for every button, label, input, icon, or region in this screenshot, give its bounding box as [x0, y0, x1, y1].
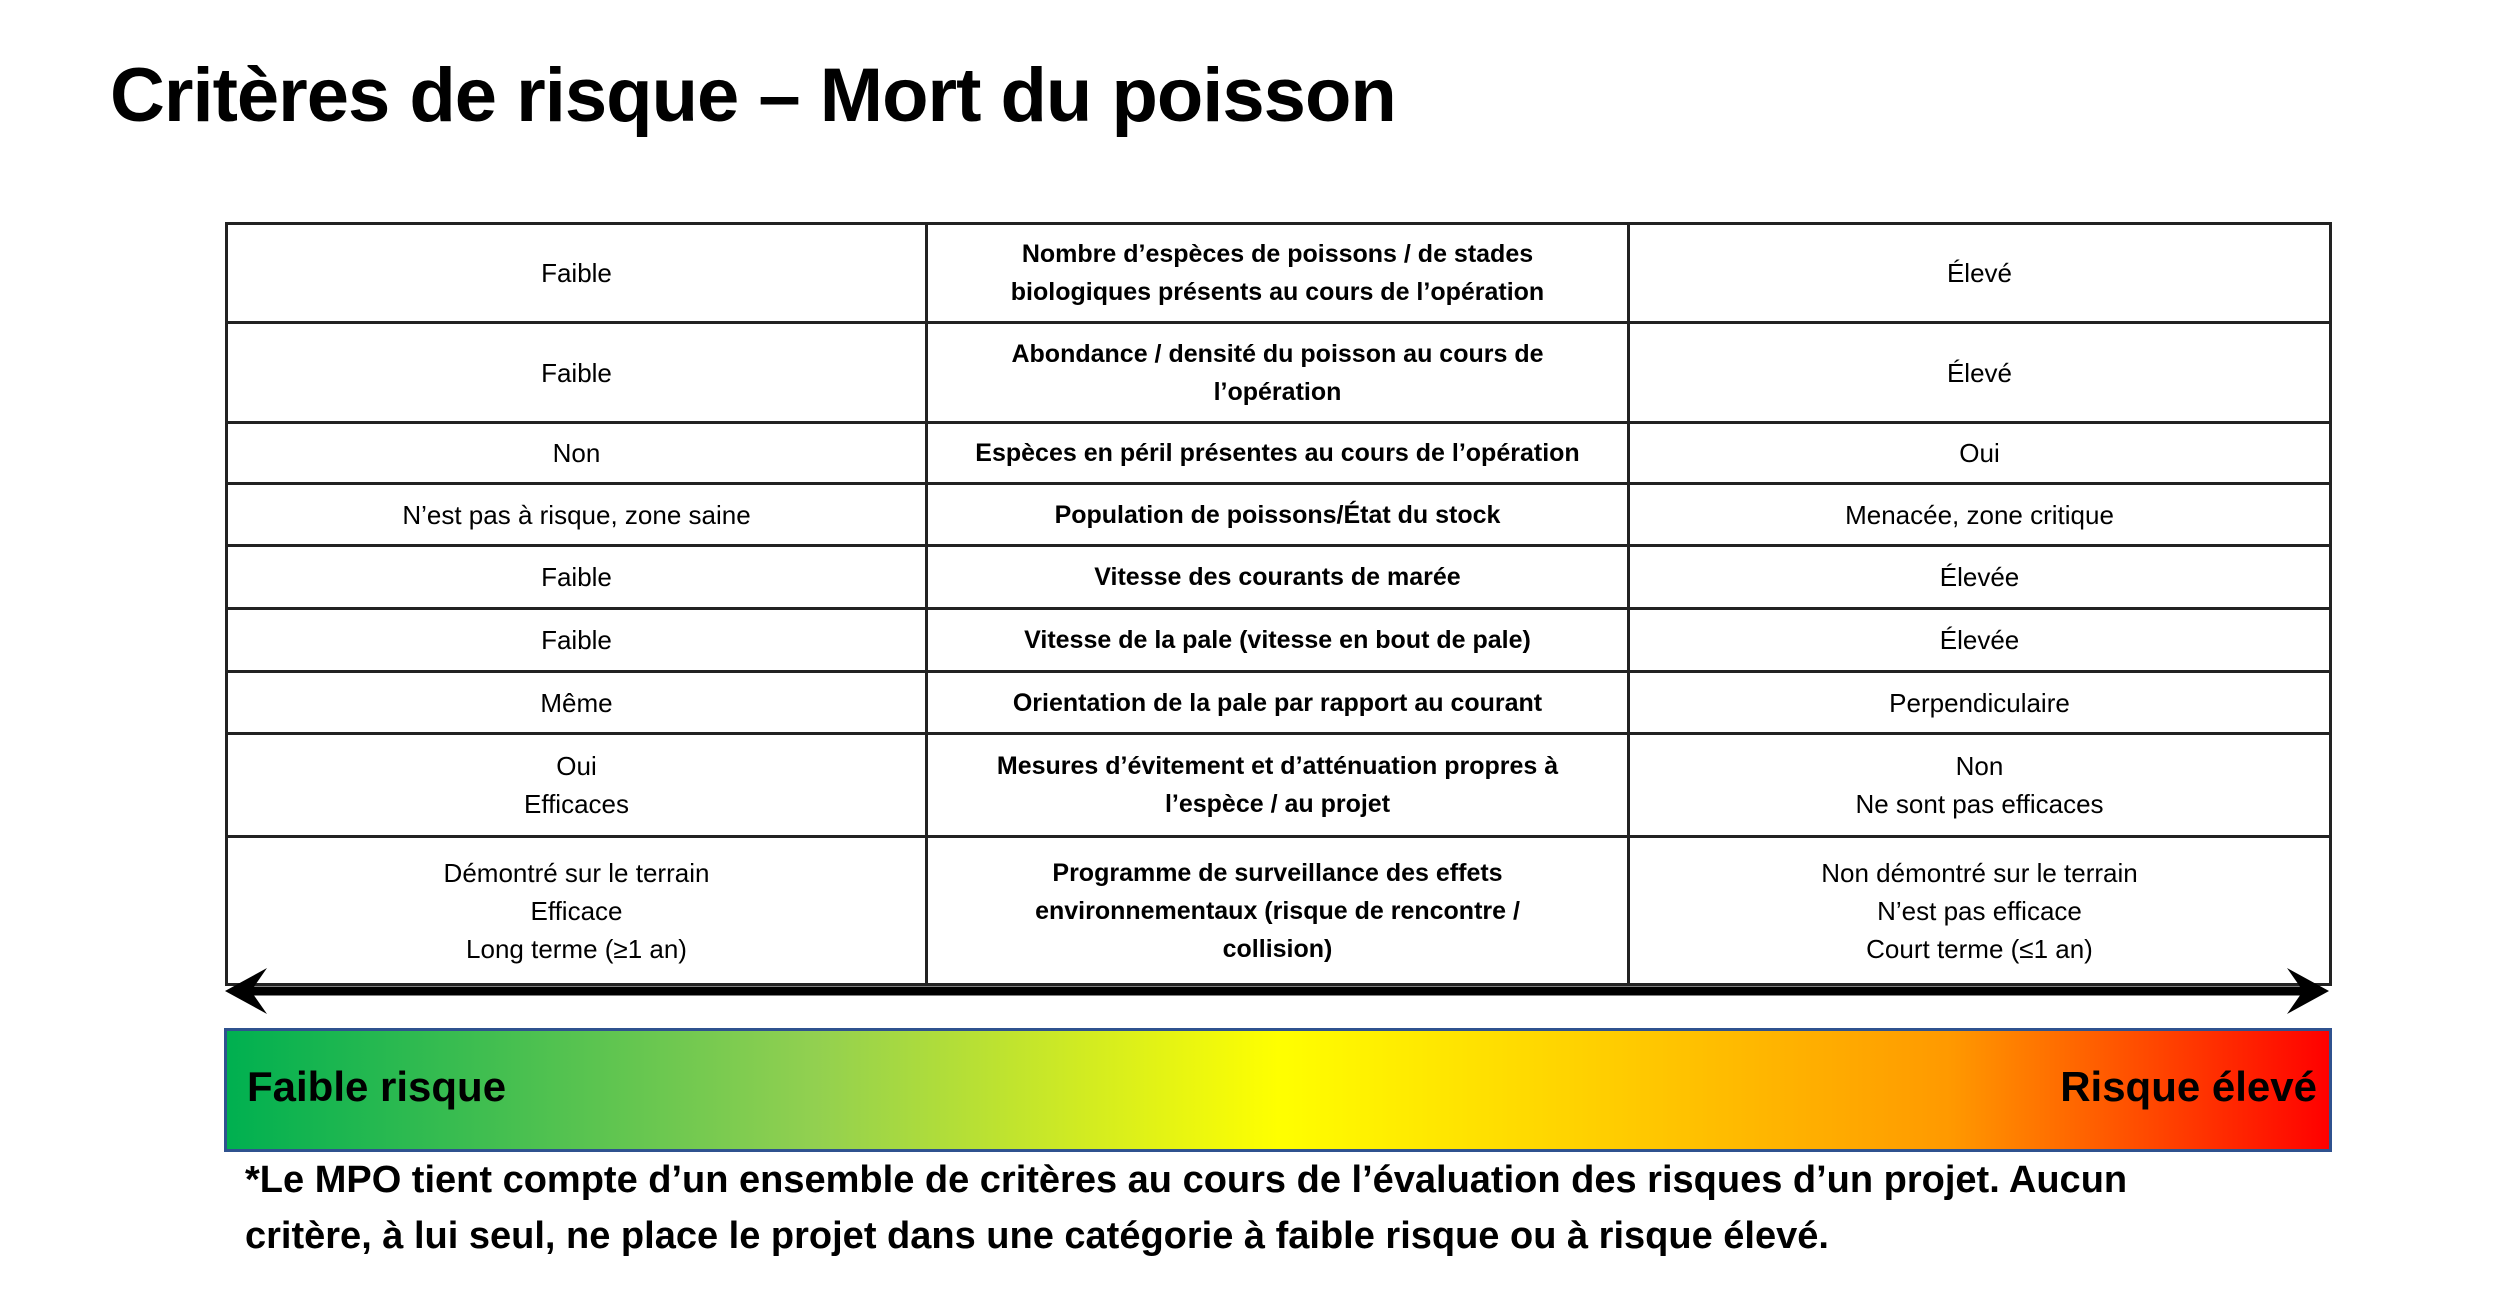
cell-text: Population de poissons/État du stock	[1054, 500, 1501, 529]
high-value-cell: Élevée	[1627, 544, 2332, 610]
high-value-cell: Non démontré sur le terrain N’est pas eff…	[1627, 835, 2332, 986]
low-value-cell: N’est pas à risque, zone saine	[225, 482, 928, 547]
cell-text: Efficaces	[523, 789, 629, 819]
high-value-cell: Oui	[1627, 421, 2332, 485]
table-row: Même Orientation de la pale par rapport a…	[225, 670, 2332, 735]
risk-criteria-table: Faible Nombre d’espèces de poissons / de …	[225, 222, 2332, 986]
cell-text: Efficace	[530, 895, 623, 926]
page-title: Critères de risque – Mort du poisson	[110, 53, 1397, 138]
table-row: Non Espèces en péril présentes au cours d…	[225, 421, 2332, 485]
footnote-line: *Le MPO tient compte d’un ensemble de cr…	[245, 1159, 2128, 1201]
criterion-cell: Vitesse des courants de marée	[925, 544, 1630, 610]
table-row: Faible Vitesse des courants de marée Élevé…	[225, 544, 2332, 610]
cell-text: Non	[1955, 751, 2004, 781]
cell-text: Faible	[541, 258, 612, 288]
high-value-cell: Élevé	[1627, 321, 2332, 424]
cell-text: Élevé	[1946, 258, 2013, 288]
cell-text: Mesures d’évitement et d’atténuation pro…	[996, 752, 1559, 780]
high-value-cell: Perpendiculaire	[1627, 670, 2332, 735]
cell-text: Non démontré sur le terrain	[1821, 857, 2138, 888]
low-value-cell: Faible	[225, 544, 928, 610]
cell-text: Oui	[556, 751, 597, 781]
cell-text: Faible	[541, 625, 612, 655]
cell-text: N’est pas à risque, zone saine	[402, 499, 751, 530]
cell-text: Démontré sur le terrain	[443, 857, 710, 888]
cell-text: Faible	[541, 357, 612, 388]
footnote-line: critère, à lui seul, ne place le projet …	[245, 1215, 1829, 1257]
criterion-cell: Espèces en péril présentes au cours de l…	[925, 421, 1630, 485]
high-value-cell: Non Ne sont pas efficaces	[1627, 732, 2332, 838]
high-value-cell: Menacée, zone critique	[1627, 482, 2332, 547]
cell-text: Vitesse des courants de marée	[1094, 563, 1461, 591]
criterion-cell: Orientation de la pale par rapport au co…	[925, 670, 1630, 735]
low-value-cell: Faible	[225, 607, 928, 673]
cell-text: Ne sont pas efficaces	[1855, 789, 2104, 819]
cell-text: Élevée	[1939, 562, 2020, 592]
cell-text: Faible	[541, 562, 612, 592]
cell-text: Élevé	[1946, 357, 2013, 388]
cell-text: Même	[540, 687, 613, 718]
cell-text: l’espèce / au projet	[1164, 790, 1391, 818]
low-value-cell: Faible	[225, 321, 928, 424]
table-row: Faible Nombre d’espèces de poissons / de …	[225, 222, 2332, 324]
cell-text: Perpendiculaire	[1889, 687, 2070, 718]
table-row: N’est pas à risque, zone saine Population…	[225, 482, 2332, 547]
risk-gradient-scale: Faible risque Risque élevé	[224, 1028, 2332, 1152]
criterion-cell: Nombre d’espèces de poissons / de stades…	[925, 222, 1630, 324]
criterion-cell: Programme de surveillance des effets envi…	[925, 835, 1630, 986]
double-arrow-icon	[225, 968, 2329, 1014]
criterion-cell: Mesures d’évitement et d’atténuation pro…	[925, 732, 1630, 838]
low-value-cell: Oui Efficaces	[225, 732, 928, 838]
table-row: Oui Efficaces Mesures d’évitement et d’att…	[225, 732, 2332, 838]
cell-text: Oui	[1959, 438, 2000, 468]
low-risk-label: Faible risque	[247, 1063, 507, 1110]
cell-text: Non	[552, 438, 601, 468]
low-value-cell: Faible	[225, 222, 928, 324]
high-value-cell: Élevé	[1627, 222, 2332, 324]
low-value-cell: Non	[225, 421, 928, 485]
cell-text: Vitesse de la pale (vitesse en bout de p…	[1024, 626, 1531, 654]
table-row: Démontré sur le terrain Efficace Long term…	[225, 835, 2332, 986]
table-row: Faible Abondance / densité du poisson au …	[225, 321, 2332, 424]
criterion-cell: Population de poissons/État du stock	[925, 482, 1630, 547]
criterion-cell: Abondance / densité du poisson au cours …	[925, 321, 1630, 424]
high-value-cell: Élevée	[1627, 607, 2332, 673]
criterion-cell: Vitesse de la pale (vitesse en bout de p…	[925, 607, 1630, 673]
footnote: *Le MPO tient compte d’un ensemble de cr…	[245, 1152, 2127, 1264]
cell-text: biologiques présents au cours de l’opéra…	[1010, 278, 1545, 306]
high-risk-label: Risque élevé	[2060, 1063, 2317, 1110]
cell-text: Élevée	[1939, 625, 2020, 655]
cell-text: Menacée, zone critique	[1845, 499, 2114, 530]
table-row: Faible Vitesse de la pale (vitesse en bou…	[225, 607, 2332, 673]
cell-text: Orientation de la pale par rapport au co…	[1012, 688, 1543, 717]
cell-text: N’est pas efficace	[1877, 895, 2082, 926]
low-value-cell: Démontré sur le terrain Efficace Long term…	[225, 835, 928, 986]
cell-text: environnementaux (risque de rencontre /	[1035, 896, 1520, 925]
cell-text: l’opération	[1213, 377, 1342, 406]
cell-text: collision)	[1222, 934, 1333, 963]
cell-text: Espèces en péril présentes au cours de l…	[975, 439, 1580, 467]
low-value-cell: Même	[225, 670, 928, 735]
cell-text: Long terme (≥1 an)	[466, 933, 687, 964]
cell-text: Programme de surveillance des effets	[1052, 858, 1503, 887]
cell-text: Abondance / densité du poisson au cours …	[1011, 339, 1544, 368]
cell-text: Nombre d’espèces de poissons / de stades	[1021, 240, 1534, 268]
cell-text: Court terme (≤1 an)	[1866, 933, 2093, 964]
